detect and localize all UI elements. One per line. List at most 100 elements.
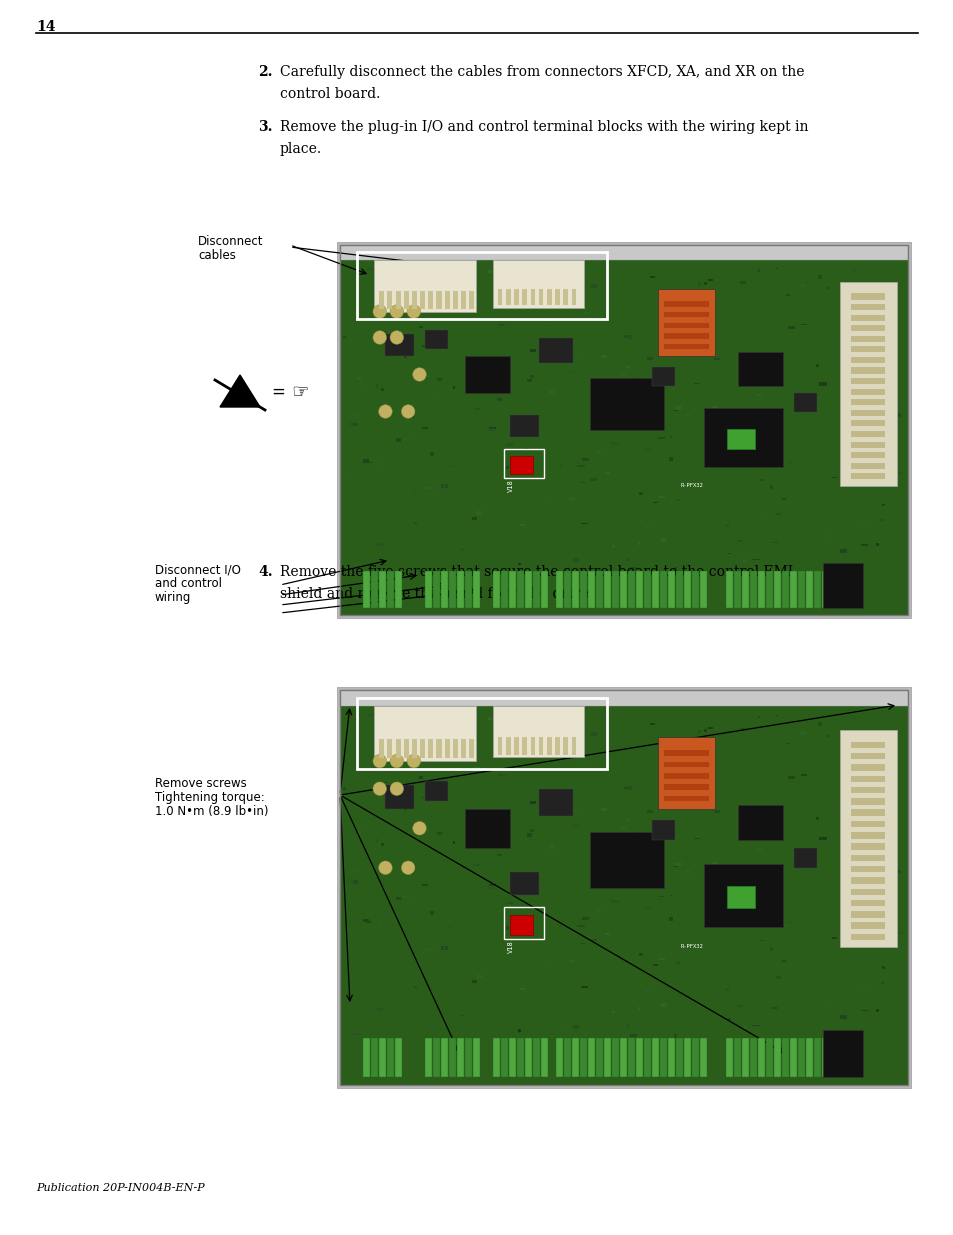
Bar xyxy=(497,853,501,856)
Bar xyxy=(667,571,674,608)
Bar xyxy=(646,810,652,813)
Bar xyxy=(831,937,836,939)
Bar xyxy=(442,945,445,948)
Bar xyxy=(663,762,708,767)
Bar xyxy=(569,498,575,500)
Bar xyxy=(775,268,778,269)
Bar xyxy=(700,571,706,608)
Bar xyxy=(380,388,384,391)
Bar xyxy=(572,558,578,562)
Bar xyxy=(458,730,462,732)
Bar xyxy=(560,753,562,755)
Text: Remove the five screws that secure the control board to the control EMI: Remove the five screws that secure the c… xyxy=(280,564,792,579)
Bar xyxy=(582,918,589,920)
Bar xyxy=(378,571,385,608)
Bar xyxy=(891,743,895,747)
Bar xyxy=(742,1025,745,1029)
Bar xyxy=(669,457,672,461)
Bar xyxy=(583,566,588,569)
Bar xyxy=(727,552,730,555)
Bar xyxy=(589,940,597,941)
Bar xyxy=(384,331,387,332)
Bar xyxy=(638,492,642,494)
Bar xyxy=(875,735,883,739)
Bar xyxy=(657,895,664,897)
Bar xyxy=(850,368,884,373)
Bar xyxy=(635,378,640,382)
Bar xyxy=(774,1037,781,1077)
Bar xyxy=(362,571,370,608)
Bar xyxy=(611,545,614,548)
Bar xyxy=(529,829,534,832)
Bar xyxy=(503,448,544,478)
Bar xyxy=(546,289,551,305)
Bar xyxy=(649,724,655,725)
Bar xyxy=(651,571,659,608)
Bar xyxy=(524,906,527,909)
Bar xyxy=(874,478,877,482)
Bar xyxy=(850,269,855,272)
Text: V18: V18 xyxy=(507,940,513,953)
Bar xyxy=(694,837,700,839)
Bar xyxy=(703,401,708,404)
Bar xyxy=(505,715,512,716)
Bar xyxy=(734,1037,740,1077)
Bar xyxy=(850,452,884,458)
Bar xyxy=(575,356,578,357)
Bar xyxy=(647,911,654,913)
Bar xyxy=(850,420,884,426)
Bar xyxy=(571,370,578,373)
Bar xyxy=(760,479,763,480)
Bar xyxy=(876,866,879,869)
Bar xyxy=(419,739,425,758)
Bar xyxy=(663,312,708,317)
Bar xyxy=(395,1037,401,1077)
Bar xyxy=(571,289,576,305)
Bar xyxy=(737,352,782,385)
Bar xyxy=(850,442,884,447)
Bar xyxy=(726,885,755,908)
Bar xyxy=(674,862,681,866)
Bar xyxy=(805,571,812,608)
Text: control board.: control board. xyxy=(280,86,380,101)
Bar xyxy=(611,571,618,608)
Bar xyxy=(801,731,804,735)
Bar xyxy=(558,464,561,467)
Bar xyxy=(497,289,502,305)
Bar xyxy=(850,336,884,342)
Bar xyxy=(789,571,797,608)
Bar xyxy=(564,947,571,951)
Bar xyxy=(374,259,476,311)
Bar xyxy=(422,884,427,887)
Bar xyxy=(558,925,561,927)
Bar xyxy=(663,750,708,756)
Bar xyxy=(826,735,828,737)
Circle shape xyxy=(378,405,392,419)
Bar xyxy=(422,830,426,832)
Bar xyxy=(460,550,463,551)
Bar xyxy=(644,526,649,527)
Bar xyxy=(696,797,700,798)
Bar xyxy=(829,1037,837,1077)
Bar xyxy=(592,291,598,295)
Bar xyxy=(758,1037,764,1077)
Bar xyxy=(786,921,792,924)
Bar xyxy=(416,741,420,742)
Bar xyxy=(850,934,884,940)
Bar xyxy=(336,242,910,618)
Bar xyxy=(355,272,358,274)
Bar xyxy=(828,945,832,946)
Bar xyxy=(509,571,516,608)
Bar xyxy=(815,364,819,367)
Bar xyxy=(787,326,795,329)
Bar xyxy=(660,537,665,542)
Bar xyxy=(387,739,392,758)
Bar xyxy=(362,1037,370,1077)
Bar xyxy=(643,571,650,608)
Bar xyxy=(422,375,426,378)
Bar xyxy=(638,1008,639,1010)
Bar xyxy=(623,335,628,337)
Bar xyxy=(578,923,581,924)
Text: wiring: wiring xyxy=(154,592,192,604)
Bar xyxy=(386,1037,394,1077)
